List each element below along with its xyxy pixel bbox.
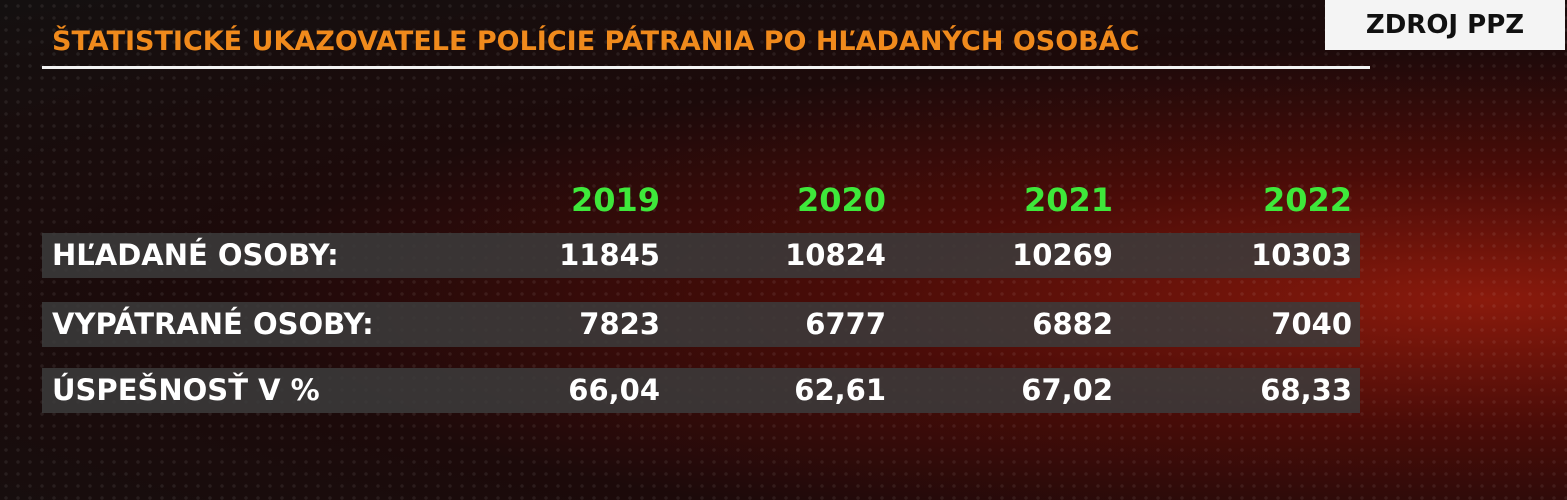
row-label: HĽADANÉ OSOBY: [52, 238, 339, 272]
table-cell: 10824 [785, 238, 886, 272]
row-label: ÚSPEŠNOSŤ V % [52, 373, 320, 407]
table-cell: 11845 [559, 238, 660, 272]
row-background [42, 233, 1360, 278]
table-cell: 66,04 [568, 373, 660, 407]
title-rule [42, 66, 1370, 69]
year-header: 2022 [1262, 181, 1352, 219]
table-cell: 7040 [1271, 307, 1352, 341]
table-cell: 68,33 [1260, 373, 1352, 407]
row-background [42, 368, 1360, 413]
table-cell: 10303 [1251, 238, 1352, 272]
year-header: 2021 [1023, 181, 1113, 219]
row-label: VYPÁTRANÉ OSOBY: [52, 307, 374, 341]
table-cell: 7823 [579, 307, 660, 341]
table-cell: 62,61 [794, 373, 886, 407]
row-background [42, 302, 1360, 347]
table-cell: 6777 [805, 307, 886, 341]
table-cell: 6882 [1032, 307, 1113, 341]
source-badge: ZDROJ PPZ [1325, 0, 1565, 50]
year-header: 2020 [796, 181, 886, 219]
title: ŠTATISTICKÉ UKAZOVATELE POLÍCIE PÁTRANIA… [52, 26, 1140, 57]
table-cell: 10269 [1012, 238, 1113, 272]
table-cell: 67,02 [1021, 373, 1113, 407]
year-header: 2019 [570, 181, 660, 219]
